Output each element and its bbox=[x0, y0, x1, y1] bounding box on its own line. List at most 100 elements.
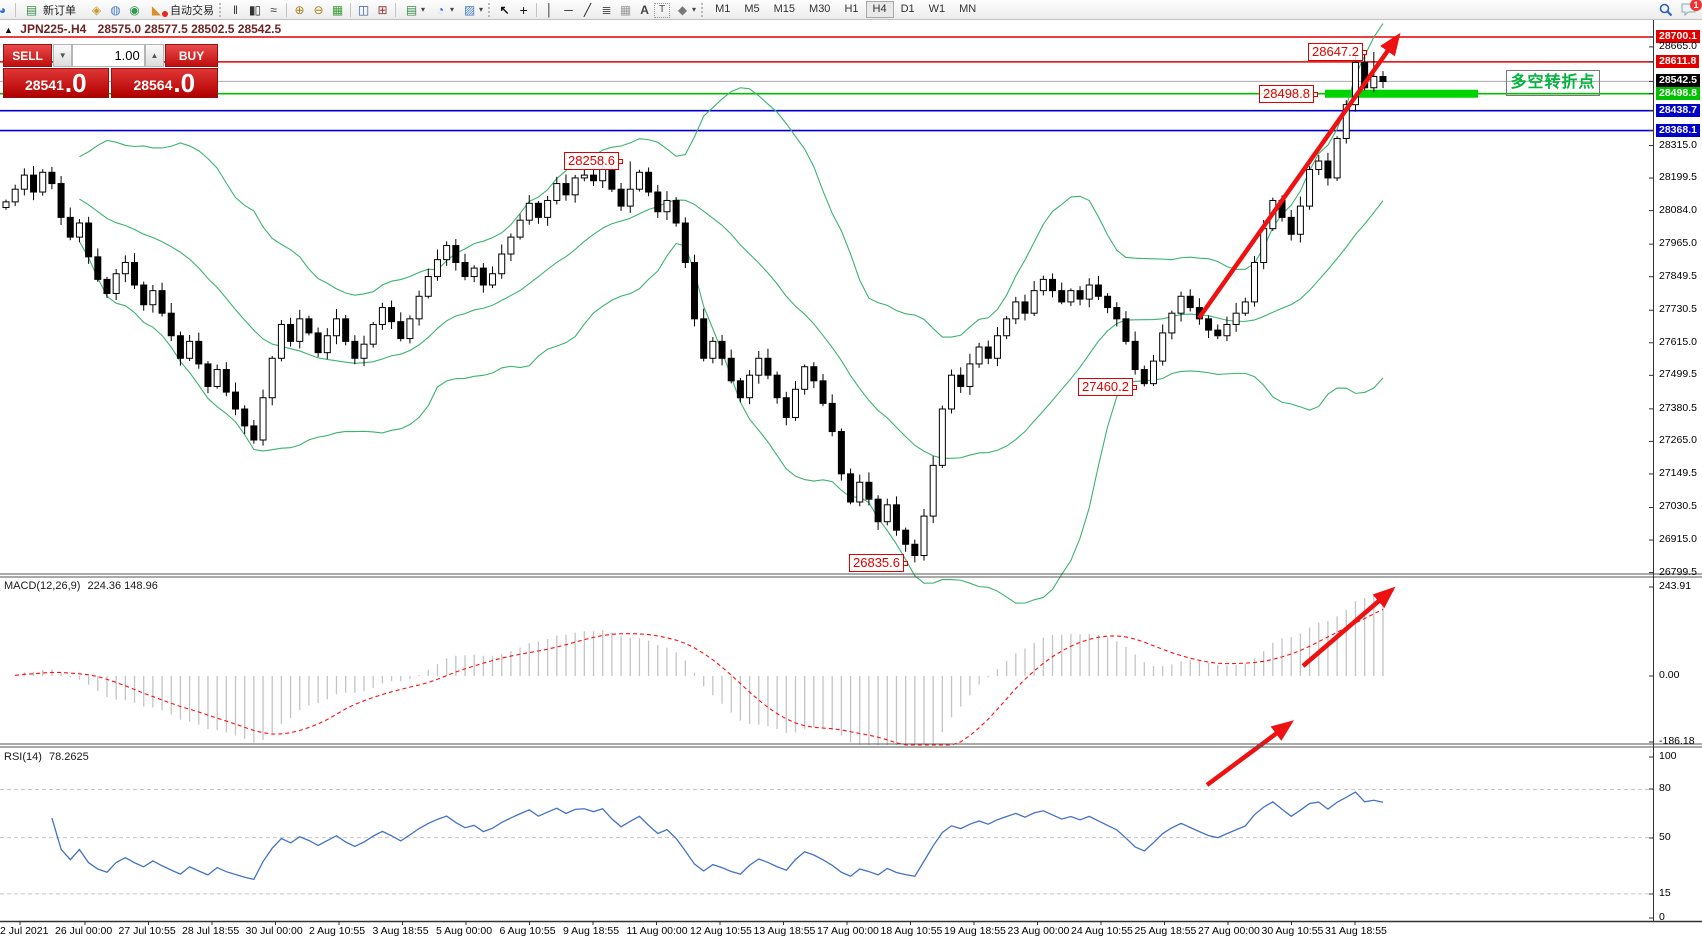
trendline-icon[interactable]: ╱ bbox=[583, 2, 592, 17]
price-level-label: 28700.1 bbox=[1656, 30, 1700, 43]
chart-ohlc-values: 28575.0 28577.5 28502.5 28542.5 bbox=[97, 22, 282, 36]
price-tick-label: 27380.5 bbox=[1659, 401, 1697, 414]
turning-point-note[interactable]: 多空转折点 bbox=[1506, 70, 1600, 96]
cursor-icon[interactable]: ↖ bbox=[499, 2, 510, 17]
rsi-arrow[interactable] bbox=[1205, 720, 1295, 787]
price-tick-label: 28084.0 bbox=[1659, 203, 1697, 216]
text-tool-icon[interactable]: A bbox=[640, 2, 649, 17]
buy-price-main: 28564 bbox=[133, 77, 173, 93]
price-level-label: 28438.7 bbox=[1656, 103, 1700, 117]
price-tick-label: 27849.5 bbox=[1659, 269, 1697, 282]
crosshair-icon[interactable]: + bbox=[519, 1, 528, 18]
macd-arrow[interactable] bbox=[1301, 586, 1396, 668]
price-tick-label: 28199.5 bbox=[1659, 171, 1697, 184]
toolbar-grip bbox=[701, 2, 706, 17]
history-center-icon[interactable]: ◈ bbox=[91, 2, 102, 17]
time-tick-label: 26 Jul 00:00 bbox=[55, 925, 113, 937]
main-trend-arrow[interactable] bbox=[1197, 32, 1401, 320]
timeframe-w1[interactable]: W1 bbox=[928, 3, 946, 15]
tile-windows-icon[interactable]: ▦ bbox=[331, 2, 344, 17]
price-tick-label: 27265.0 bbox=[1659, 434, 1697, 447]
autotrade-icon: ◣ bbox=[151, 2, 162, 17]
fibonacci-icon[interactable]: ≣ bbox=[601, 2, 612, 17]
price-annotation-28258.6[interactable]: 28258.6 bbox=[564, 152, 623, 170]
price-tick-label: 28665.0 bbox=[1659, 39, 1697, 52]
rsi-label: RSI(14) 78.2625 bbox=[4, 751, 89, 763]
candlestick-chart-icon[interactable]: ▮▯ bbox=[248, 2, 261, 17]
line-chart-icon[interactable]: ≈ bbox=[270, 2, 277, 17]
macd-label: MACD(12,26,9) 224.36 148.96 bbox=[4, 580, 158, 592]
price-tick-label: 0.00 bbox=[1659, 669, 1680, 681]
notifications-icon[interactable]: 1 bbox=[1681, 0, 1702, 17]
market-news-icon[interactable]: ◍ bbox=[110, 2, 121, 17]
one-click-trading-panel: SELL ▼ 1.00 ▲ BUY 28541 .0 28564 .0 bbox=[3, 44, 219, 98]
macd-values: 224.36 148.96 bbox=[87, 580, 158, 592]
price-level-label: 28542.5 bbox=[1656, 74, 1700, 88]
grid-icon[interactable]: ▦ bbox=[619, 2, 632, 17]
sell-price-main: 28541 bbox=[24, 77, 64, 93]
shapes-dropdown[interactable]: ◆ ▾ bbox=[670, 1, 699, 19]
toolbar-separator bbox=[536, 2, 538, 17]
price-tick-label: 100 bbox=[1659, 750, 1677, 762]
volume-decrease-button[interactable]: ▼ bbox=[53, 44, 73, 67]
timeframe-h1[interactable]: H1 bbox=[844, 3, 859, 15]
search-icon[interactable] bbox=[1659, 3, 1673, 17]
autotrade-label: 自动交易 bbox=[170, 4, 214, 17]
template-icon: ▨ bbox=[463, 2, 476, 17]
timeframe-m15[interactable]: M15 bbox=[773, 3, 796, 15]
timeframe-mn[interactable]: MN bbox=[959, 3, 977, 15]
bar-chart-icon[interactable]: ‖ bbox=[233, 2, 238, 17]
time-tick-label: 30 Jul 00:00 bbox=[245, 925, 303, 937]
template-dropdown[interactable]: ▨ ▾ bbox=[457, 1, 486, 19]
price-tick-label: 27615.0 bbox=[1659, 335, 1697, 348]
time-tick-label: 2 Aug 10:55 bbox=[309, 925, 366, 937]
label-tool-icon[interactable]: T bbox=[654, 3, 671, 18]
green-bar-object[interactable] bbox=[1325, 89, 1478, 98]
vertical-line-icon[interactable]: │ bbox=[545, 2, 554, 17]
timeframe-h4[interactable]: H4 bbox=[865, 1, 894, 18]
chart-title: ▲ JPN225-.H4 28575.0 28577.5 28502.5 285… bbox=[4, 22, 281, 36]
sell-price-display[interactable]: 28541 .0 bbox=[3, 68, 109, 98]
zoom-out-icon[interactable]: ⊖ bbox=[313, 2, 324, 17]
new-chart-dropdown[interactable]: ▤ ▾ bbox=[399, 1, 428, 19]
buy-price-display[interactable]: 28564 .0 bbox=[110, 68, 218, 98]
signal-icon[interactable]: ◉ bbox=[129, 2, 140, 17]
price-tick-label: 26799.5 bbox=[1659, 565, 1697, 578]
new-order-button[interactable]: ▤ 新订单 bbox=[19, 1, 79, 19]
timeframe-m1[interactable]: M1 bbox=[715, 3, 731, 15]
price-tick-label: 50 bbox=[1659, 831, 1671, 843]
price-tick-label: 26915.0 bbox=[1659, 533, 1697, 546]
toolbar-separator bbox=[15, 2, 16, 17]
buy-price-pip: .0 bbox=[173, 68, 196, 98]
price-tick-label: 27499.5 bbox=[1659, 368, 1697, 381]
indicators-icon[interactable]: ◫ bbox=[357, 2, 370, 17]
toolbar-grip bbox=[219, 2, 224, 17]
volume-increase-button[interactable]: ▲ bbox=[144, 44, 165, 67]
app-icon[interactable]: ◕ bbox=[0, 2, 7, 17]
volume-input[interactable]: 1.00 bbox=[72, 44, 145, 67]
price-annotation-27460.2[interactable]: 27460.2 bbox=[1078, 378, 1137, 396]
chevron-down-icon: ▾ bbox=[479, 5, 484, 14]
time-tick-label: 31 Aug 18:55 bbox=[1325, 925, 1387, 937]
main-toolbar: ◕ ▤ 新订单 ◈ ◍ ◉ ◣ 自动交易 ‖ ▮▯ ≈ ⊕ ⊖ ▦ ◫ ⊞ ▤ … bbox=[0, 0, 1702, 20]
toolbar-separator bbox=[286, 2, 287, 17]
zoom-in-icon[interactable]: ⊕ bbox=[294, 2, 305, 17]
price-annotation-28498.8[interactable]: 28498.8 bbox=[1259, 85, 1318, 103]
toolbar-separator bbox=[395, 2, 396, 17]
timeframe-m5[interactable]: M5 bbox=[744, 3, 760, 15]
timeframe-d1[interactable]: D1 bbox=[900, 3, 915, 15]
price-annotation-28647.2[interactable]: 28647.2 bbox=[1308, 43, 1367, 61]
timeframe-bar: M1 M5 M15 M30 H1 H4 D1 W1 MN bbox=[708, 1, 983, 18]
time-tick-label: 19 Aug 18:55 bbox=[944, 925, 1006, 937]
add-indicator-icon[interactable]: ⊞ bbox=[377, 2, 388, 17]
sell-button[interactable]: SELL bbox=[3, 44, 53, 67]
timeframe-m30[interactable]: M30 bbox=[809, 3, 831, 15]
price-tick-label: 0 bbox=[1659, 911, 1665, 923]
period-dropdown[interactable]: ◔ ▾ bbox=[428, 1, 457, 19]
horizontal-line-icon[interactable]: ─ bbox=[564, 2, 573, 17]
buy-button[interactable]: BUY bbox=[165, 44, 219, 67]
price-annotation-26835.6[interactable]: 26835.6 bbox=[849, 554, 908, 572]
autotrade-button[interactable]: ◣ 自动交易 bbox=[144, 1, 217, 19]
chevron-down-icon: ▾ bbox=[421, 5, 426, 14]
